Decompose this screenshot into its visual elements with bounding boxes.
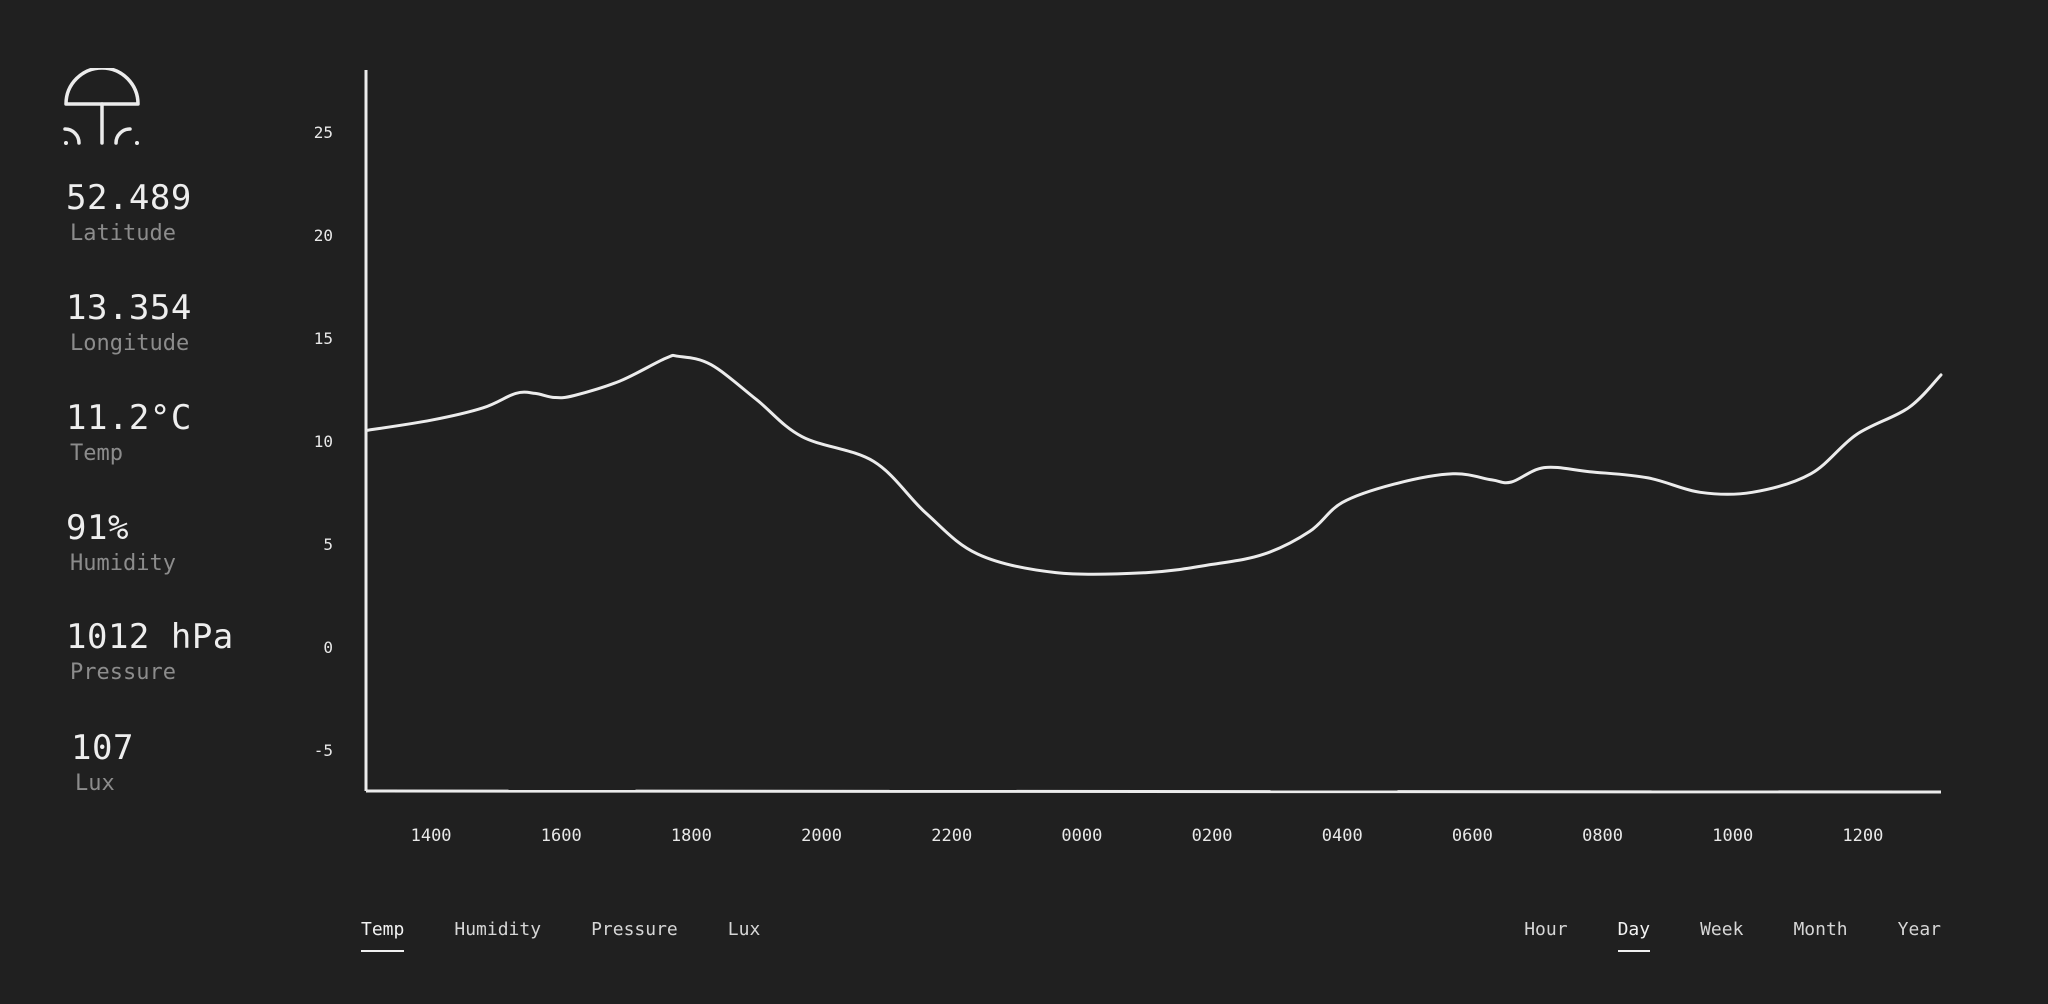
y-tick-label: -5 [314,741,333,760]
x-axis-ticks: 1400 1600 1800 2000 2200 0000 0200 0400 0600 0800… [411,826,1884,846]
x-tick-label: 2200 [931,826,972,846]
x-tick-label: 1600 [541,826,582,846]
stat-temp: 11.2°C Temp [66,398,192,468]
longitude-value: 13.354 [66,288,192,328]
x-tick-label: 1200 [1842,826,1883,846]
tab-month[interactable]: Month [1793,919,1848,940]
temperature-series-line [364,353,1943,576]
x-axis-line [365,789,1942,794]
temp-value: 11.2°C [66,398,192,438]
x-tick-label: 1400 [411,826,452,846]
tab-humidity[interactable]: Humidity [454,919,542,940]
sidebar: 52.489 Latitude 13.354 Longitude 11.2°C … [0,0,300,1004]
stat-pressure: 1012 hPa Pressure [66,617,234,687]
pressure-label: Pressure [70,660,176,685]
stat-humidity: 91% Humidity [66,508,176,578]
x-tick-label: 1000 [1712,826,1753,846]
stat-longitude: 13.354 Longitude [66,288,192,358]
y-tick-label: 20 [314,226,333,245]
tab-pressure[interactable]: Pressure [591,919,678,940]
latitude-value: 52.489 [66,178,192,218]
y-axis-ticks: 25 20 15 10 5 0 -5 [314,123,333,760]
x-tick-label: 0000 [1061,826,1102,846]
tab-year[interactable]: Year [1897,919,1941,940]
tab-temp[interactable]: Temp [361,919,405,952]
humidity-label: Humidity [70,551,176,576]
y-tick-label: 25 [314,123,333,142]
temp-label: Temp [70,441,123,466]
x-tick-label: 0800 [1582,826,1623,846]
tab-lux[interactable]: Lux [727,919,761,940]
tab-day[interactable]: Day [1617,919,1651,952]
lux-value: 107 [71,728,134,768]
metric-tabs: Temp Humidity Pressure Lux [361,918,810,952]
latitude-label: Latitude [70,221,176,246]
pressure-value: 1012 hPa [66,617,234,657]
y-tick-label: 0 [323,638,333,657]
x-tick-label: 2000 [801,826,842,846]
x-tick-label: 0200 [1192,826,1233,846]
x-tick-label: 0400 [1322,826,1363,846]
tab-hour[interactable]: Hour [1524,919,1568,940]
stat-latitude: 52.489 Latitude [66,178,192,248]
longitude-label: Longitude [70,331,190,356]
lux-label: Lux [75,771,115,796]
range-tabs: Hour Day Week Month Year [1474,918,1941,952]
stat-lux: 107 Lux [71,728,134,798]
umbrella-mushroom-icon [63,68,140,145]
humidity-value: 91% [66,508,129,548]
y-tick-label: 5 [323,535,333,554]
tab-week[interactable]: Week [1700,919,1744,940]
y-tick-label: 10 [314,432,333,451]
x-tick-label: 0600 [1452,826,1493,846]
x-tick-label: 1800 [671,826,712,846]
y-tick-label: 15 [314,329,333,348]
